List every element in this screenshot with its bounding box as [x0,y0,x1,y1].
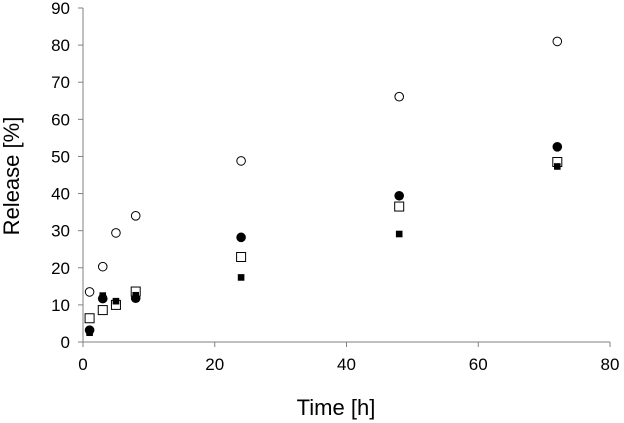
filled-circle-point [394,190,405,201]
open-circle-point [111,228,121,238]
y-axis-title: Release [%] [0,117,24,236]
filled-square-point [554,163,561,170]
x-ticks: 0 20 40 60 80 [78,342,619,374]
open-square-point [394,201,405,212]
open-square-point [97,305,108,316]
x-tick-label: 20 [205,355,224,374]
x-tick-label: 40 [337,355,356,374]
open-circle-point [130,211,141,221]
open-circle-point [394,91,405,102]
y-tick-label: 60 [51,110,70,129]
filled-square-point [132,291,139,299]
axes: 0 20 40 60 80 0 10 20 30 40 50 60 70 80 90 [51,0,619,374]
open-circle-point [236,156,246,166]
x-tick-label: 0 [78,355,87,374]
filled-square-point [237,274,245,281]
x-tick-label: 80 [601,355,620,374]
y-tick-label: 70 [51,73,70,92]
y-tick-label: 50 [51,147,70,166]
filled-square-point [395,230,403,238]
filled-square-point [86,329,93,337]
y-ticks: 0 10 20 30 40 50 60 70 80 90 [51,0,83,352]
y-tick-label: 80 [51,36,70,55]
y-tick-label: 0 [61,333,70,352]
open-square-point [84,313,95,324]
open-circle-point [97,261,108,272]
open-circle-point [552,36,563,47]
open-circle-point [84,287,95,297]
y-tick-label: 10 [51,296,70,315]
y-tick-label: 30 [51,222,70,241]
y-tick-label: 90 [51,0,70,18]
x-axis-title: Time [h] [297,395,376,420]
filled-circle-point [236,232,246,243]
y-tick-label: 20 [51,259,70,278]
filled-circle-point [552,141,563,152]
open-square-point [236,252,247,263]
filled-square-point [112,297,120,305]
data-points [84,36,563,337]
y-tick-label: 40 [51,185,70,204]
filled-square-point [99,292,107,299]
x-tick-label: 60 [469,355,488,374]
